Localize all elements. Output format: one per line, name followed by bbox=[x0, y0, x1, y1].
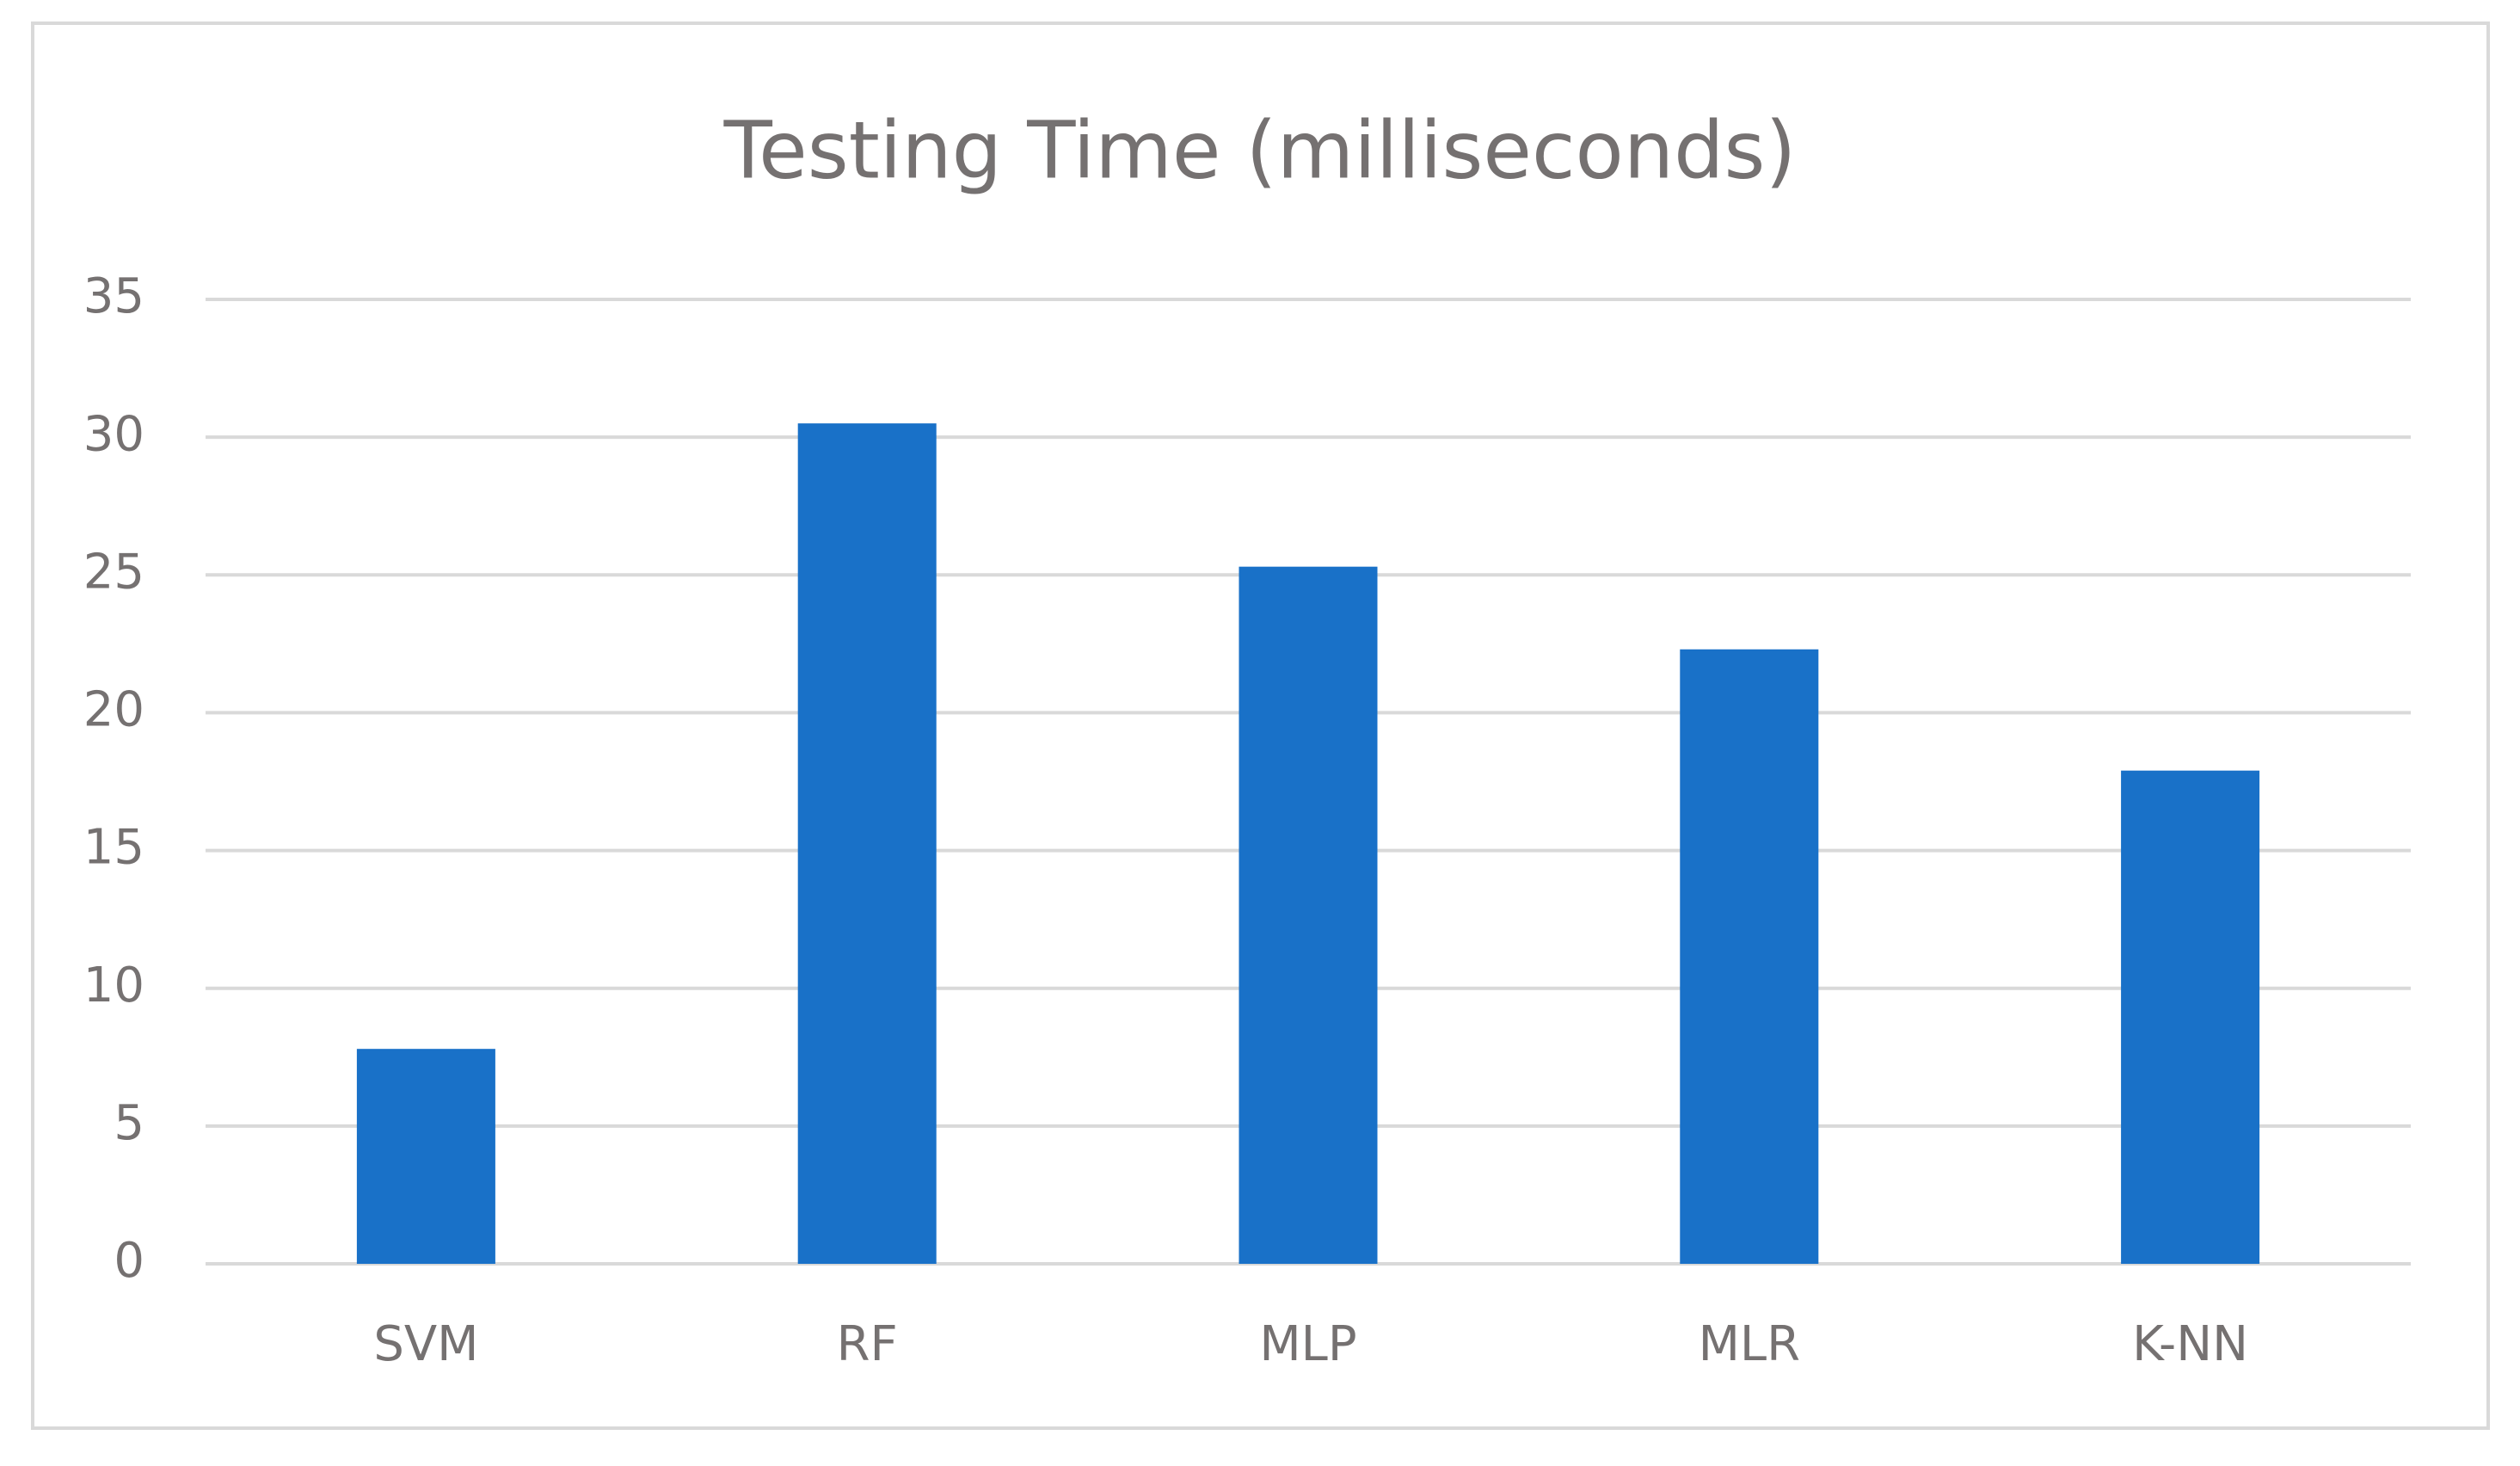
y-tick-label: 0 bbox=[114, 1233, 144, 1289]
x-tick-label: MLR bbox=[1699, 1316, 1800, 1372]
x-tick-label: K-NN bbox=[2132, 1316, 2248, 1372]
bar bbox=[797, 423, 937, 1265]
y-tick-label: 15 bbox=[83, 820, 144, 876]
y-tick-label: 5 bbox=[114, 1095, 144, 1151]
x-tick-label: MLP bbox=[1259, 1316, 1356, 1372]
bar bbox=[2121, 770, 2260, 1264]
y-tick-label: 30 bbox=[83, 406, 144, 462]
y-tick-label: 35 bbox=[83, 268, 144, 324]
y-tick-label: 20 bbox=[83, 682, 144, 738]
x-tick-label: RF bbox=[837, 1316, 898, 1372]
chart-title: Testing Time (milliseconds) bbox=[723, 104, 1797, 196]
bar bbox=[1238, 566, 1378, 1264]
y-tick-label: 10 bbox=[83, 958, 144, 1013]
bar bbox=[356, 1049, 495, 1264]
x-tick-label: SVM bbox=[373, 1316, 478, 1372]
y-tick-label: 25 bbox=[83, 544, 144, 600]
bar bbox=[1680, 649, 1819, 1264]
